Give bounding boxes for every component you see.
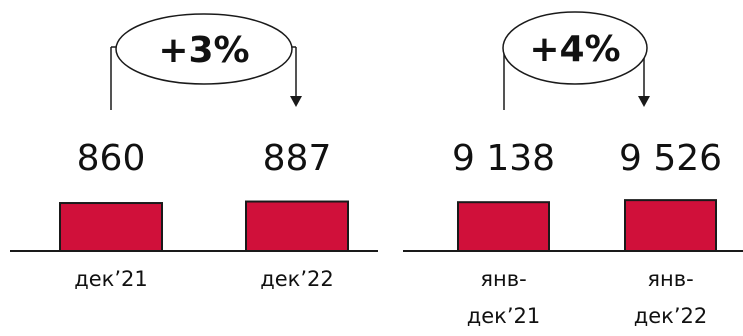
- panel-1-bar-2: [245, 200, 349, 253]
- panel-2-value-label-2: 9 526: [619, 138, 722, 179]
- panel-1-change-label: +3%: [158, 30, 249, 71]
- panel-1-change-badge: [115, 13, 293, 85]
- panel-2-change-badge: [502, 11, 648, 85]
- panel-2-category-label-1-line-1: янв-: [480, 267, 526, 291]
- panel-2-value-label-1: 9 138: [452, 138, 555, 179]
- panel-2-change-label: +4%: [529, 29, 620, 70]
- panel-1-arrow-head-icon: [290, 96, 302, 107]
- panel-2-category-label-1-line-2: дек’21: [467, 304, 541, 328]
- panel-2-bar-1: [457, 201, 550, 252]
- panel-2-category-label-2-line-1: янв-: [647, 267, 693, 291]
- panel-2-category-label-2-line-2: дек’22: [634, 304, 708, 328]
- panel-1-value-label-2: 887: [263, 138, 332, 179]
- panel-1-category-label-1: дек’21: [74, 267, 148, 291]
- panel-1-bar-1: [59, 202, 163, 252]
- panel-2-arrow-head-icon: [638, 96, 650, 107]
- panel-1-value-label-1: 860: [77, 138, 146, 179]
- panel-2-bar-2: [624, 199, 717, 252]
- panel-1-category-label-2: дек’22: [260, 267, 334, 291]
